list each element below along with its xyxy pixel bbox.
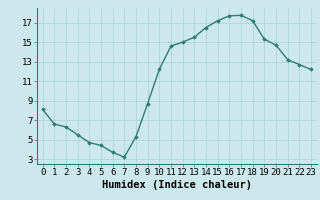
X-axis label: Humidex (Indice chaleur): Humidex (Indice chaleur) [102, 180, 252, 190]
